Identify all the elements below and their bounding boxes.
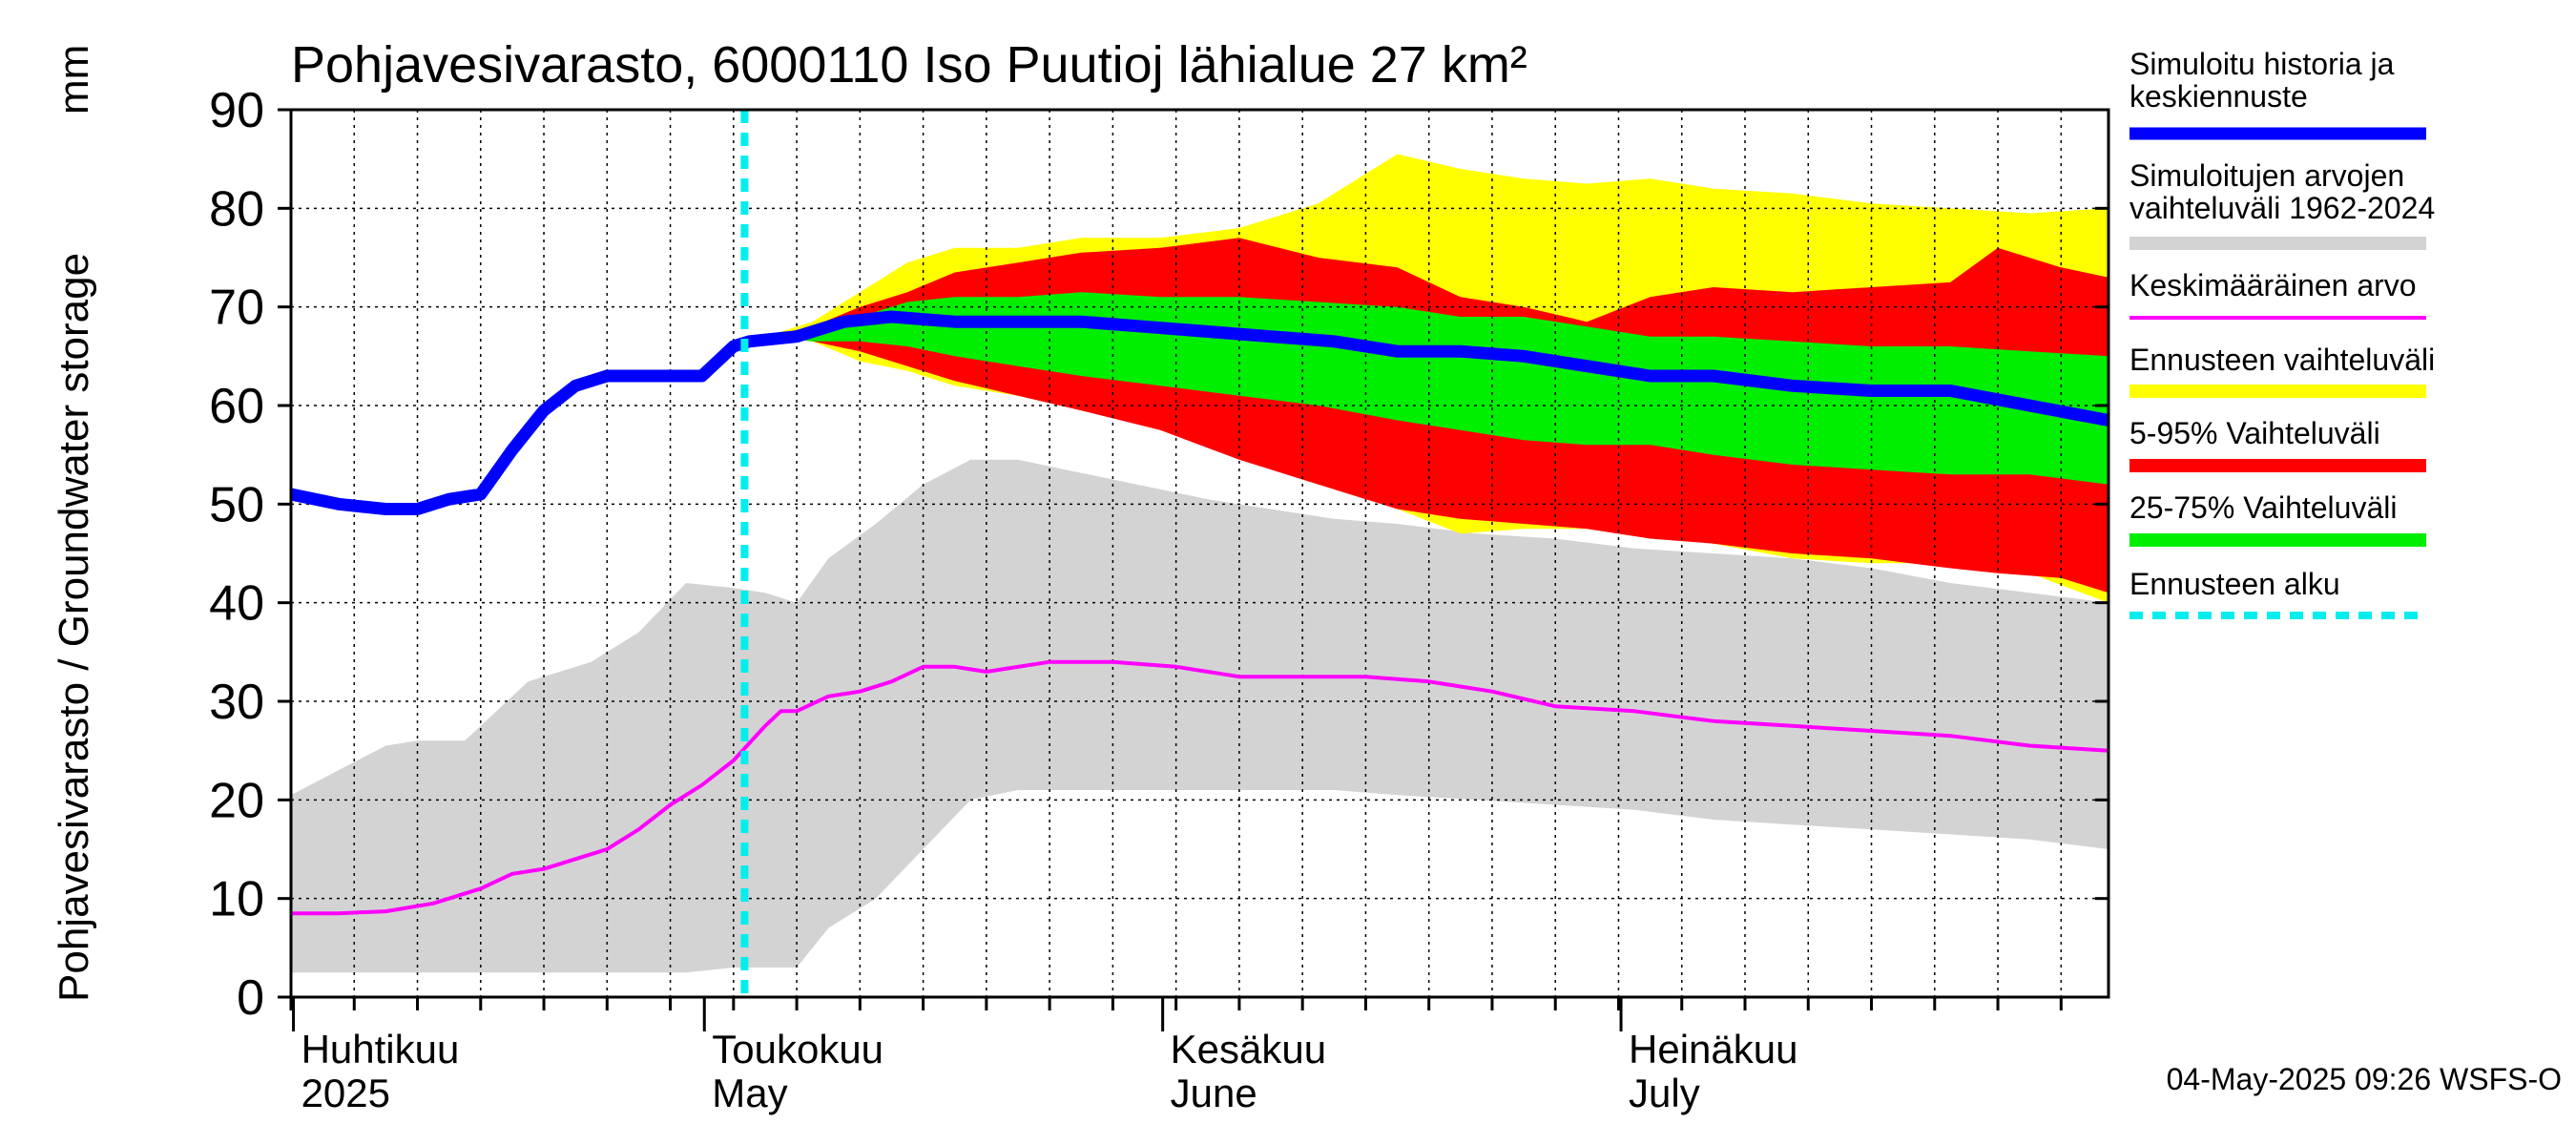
- month-label-fi: Kesäkuu: [1171, 1027, 1326, 1072]
- y-tick-label: 10: [209, 872, 264, 927]
- plot-bands: [291, 154, 2109, 973]
- y-tick-label: 90: [209, 83, 264, 138]
- legend-label-3: Ennusteen vaihteluväli: [2129, 343, 2435, 377]
- legend-label-4: 5-95% Vaihteluväli: [2129, 416, 2380, 450]
- footer-timestamp: 04-May-2025 09:26 WSFS-O: [2167, 1062, 2562, 1096]
- chart-title: Pohjavesivarasto, 6000110 Iso Puutioj lä…: [291, 36, 1527, 94]
- month-label-en: July: [1629, 1071, 1700, 1115]
- y-tick-label: 60: [209, 379, 264, 434]
- y-tick-label: 40: [209, 576, 264, 632]
- month-label-en: June: [1171, 1071, 1257, 1115]
- series-simuloitu-historia-ja-keskiennuste: [289, 310, 2110, 515]
- y-tick-labels: 0 10 20 30 40 50 60 70 80 90: [209, 83, 264, 1026]
- y-tick-label: 80: [209, 181, 264, 237]
- legend-label-0: Simuloitu historia ja keskiennuste: [2129, 47, 2395, 114]
- month-label-fi: Huhtikuu: [301, 1027, 460, 1072]
- y-tick-label: 70: [209, 281, 264, 336]
- axes: [278, 108, 2110, 1031]
- month-label-fi: Toukokuu: [712, 1027, 883, 1072]
- legend-label-6: Ennusteen alku: [2129, 567, 2340, 601]
- month-label-fi: Heinäkuu: [1629, 1027, 1797, 1072]
- plot-lines: [289, 110, 2110, 997]
- legend-label-1: Simuloitujen arvojen vaihteluväli 1962-20…: [2129, 158, 2435, 225]
- month-label-en: 2025: [301, 1071, 390, 1115]
- grid-lines: [291, 110, 2109, 997]
- legend-label-2: Keskimääräinen arvo: [2129, 268, 2417, 302]
- plot-frame: [289, 108, 2110, 999]
- y-tick-label: 0: [237, 970, 264, 1026]
- legend: Simuloitu historia ja keskiennuste Simuloi…: [2129, 47, 2435, 619]
- y-tick-label: 20: [209, 773, 264, 828]
- y-tick-label: 50: [209, 477, 264, 532]
- legend-label-5: 25-75% Vaihteluväli: [2129, 490, 2397, 525]
- y-tick-label: 30: [209, 675, 264, 730]
- y-axis-unit: mm: [51, 45, 97, 114]
- y-axis-label: Pohjavesivarasto / Groundwater storage: [51, 253, 97, 1002]
- series-keskim-r-inen-arvo: [291, 659, 2109, 916]
- month-label-en: May: [712, 1071, 787, 1115]
- band-25-75-vaihteluv-li: [765, 292, 2109, 485]
